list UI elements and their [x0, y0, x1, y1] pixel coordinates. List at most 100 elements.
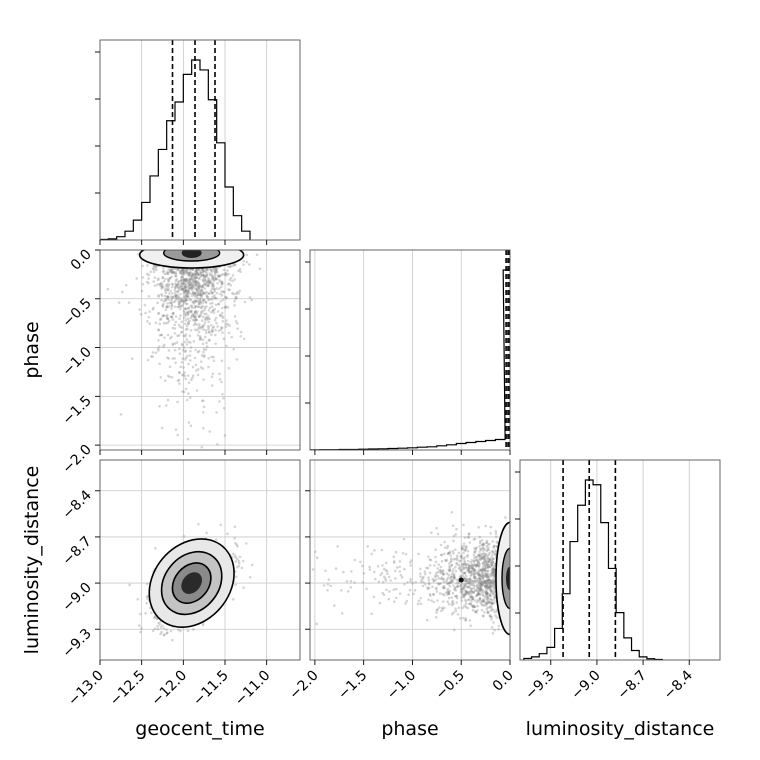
- sample-point: [171, 357, 175, 360]
- sample-point: [475, 564, 479, 567]
- sample-point: [181, 271, 185, 275]
- sample-point: [185, 271, 189, 275]
- sample-point: [184, 298, 188, 302]
- sample-point: [202, 273, 206, 277]
- sample-point: [172, 311, 175, 315]
- sample-point: [181, 299, 184, 303]
- sample-point: [164, 291, 168, 295]
- sample-point: [474, 610, 477, 613]
- x-tick-label: 0.0: [490, 668, 517, 695]
- sample-point: [160, 292, 163, 296]
- sample-point: [195, 284, 198, 287]
- sample-point: [193, 318, 197, 322]
- sample-point: [475, 600, 479, 604]
- sample-point: [459, 575, 463, 579]
- sample-point: [191, 268, 194, 271]
- sample-point: [485, 593, 489, 596]
- sample-point: [199, 337, 203, 340]
- sample-point: [476, 563, 480, 566]
- sample-point: [165, 285, 169, 288]
- sample-point: [234, 295, 238, 299]
- sample-point: [165, 272, 168, 275]
- sample-point: [489, 580, 493, 584]
- sample-point: [208, 306, 212, 310]
- sample-point: [184, 296, 187, 300]
- sample-point: [490, 571, 494, 574]
- sample-point: [170, 315, 173, 319]
- sample-point: [440, 576, 444, 579]
- sample-point: [472, 605, 476, 609]
- sample-point: [486, 569, 490, 573]
- sample-point: [487, 543, 490, 546]
- sample-point: [458, 616, 462, 620]
- sample-point: [466, 591, 469, 594]
- sample-point: [211, 277, 215, 281]
- sample-point: [162, 302, 165, 306]
- sample-point: [176, 282, 180, 286]
- sample-point: [168, 270, 172, 273]
- sample-point: [191, 291, 195, 295]
- sample-point: [345, 580, 349, 583]
- sample-point: [456, 613, 460, 616]
- sample-point: [183, 316, 186, 320]
- sample-point: [461, 587, 465, 591]
- sample-point: [452, 602, 455, 606]
- sample-point: [207, 283, 210, 287]
- sample-point: [174, 279, 177, 282]
- sample-point: [442, 572, 446, 576]
- sample-point: [188, 280, 192, 283]
- sample-point: [184, 283, 188, 286]
- sample-point: [195, 276, 199, 279]
- sample-point: [472, 569, 476, 572]
- sample-point: [466, 553, 470, 557]
- sample-point: [427, 582, 431, 586]
- sample-point: [471, 604, 474, 608]
- sample-point: [200, 285, 203, 288]
- sample-point: [159, 317, 163, 321]
- sample-point: [394, 550, 398, 554]
- sample-point: [173, 299, 177, 303]
- sample-point: [222, 272, 225, 276]
- sample-point: [187, 306, 190, 310]
- sample-point: [462, 523, 465, 527]
- sample-point: [464, 618, 468, 622]
- sample-point: [490, 569, 494, 572]
- sample-point: [169, 289, 172, 293]
- sample-point: [148, 310, 151, 313]
- sample-point: [202, 348, 206, 351]
- sample-point: [495, 610, 499, 613]
- sample-point: [491, 582, 495, 585]
- sample-point: [493, 595, 497, 599]
- sample-point: [373, 549, 376, 552]
- sample-point: [214, 333, 217, 337]
- sample-point: [464, 547, 467, 551]
- sample-point: [446, 589, 449, 593]
- sample-point: [197, 291, 201, 294]
- sample-point: [179, 270, 182, 273]
- sample-point: [482, 597, 485, 601]
- sample-point: [157, 294, 161, 297]
- sample-point: [213, 318, 217, 322]
- sample-point: [472, 604, 475, 608]
- sample-point: [490, 605, 493, 608]
- sample-point: [368, 568, 372, 571]
- sample-point: [237, 559, 241, 563]
- sample-point: [482, 543, 485, 547]
- sample-point: [445, 582, 449, 586]
- sample-point: [486, 562, 489, 566]
- sample-point: [127, 301, 131, 304]
- sample-point: [487, 578, 490, 582]
- sample-point: [187, 320, 190, 324]
- sample-point: [219, 292, 222, 296]
- sample-point: [436, 582, 440, 585]
- sample-point: [161, 276, 164, 280]
- sample-point: [169, 268, 173, 272]
- sample-point: [461, 547, 464, 551]
- sample-point: [175, 298, 178, 301]
- sample-point: [485, 583, 488, 587]
- sample-point: [147, 281, 150, 285]
- sample-point: [198, 338, 202, 341]
- sample-point: [181, 272, 185, 275]
- sample-point: [154, 267, 157, 270]
- panel-border: [309, 249, 511, 451]
